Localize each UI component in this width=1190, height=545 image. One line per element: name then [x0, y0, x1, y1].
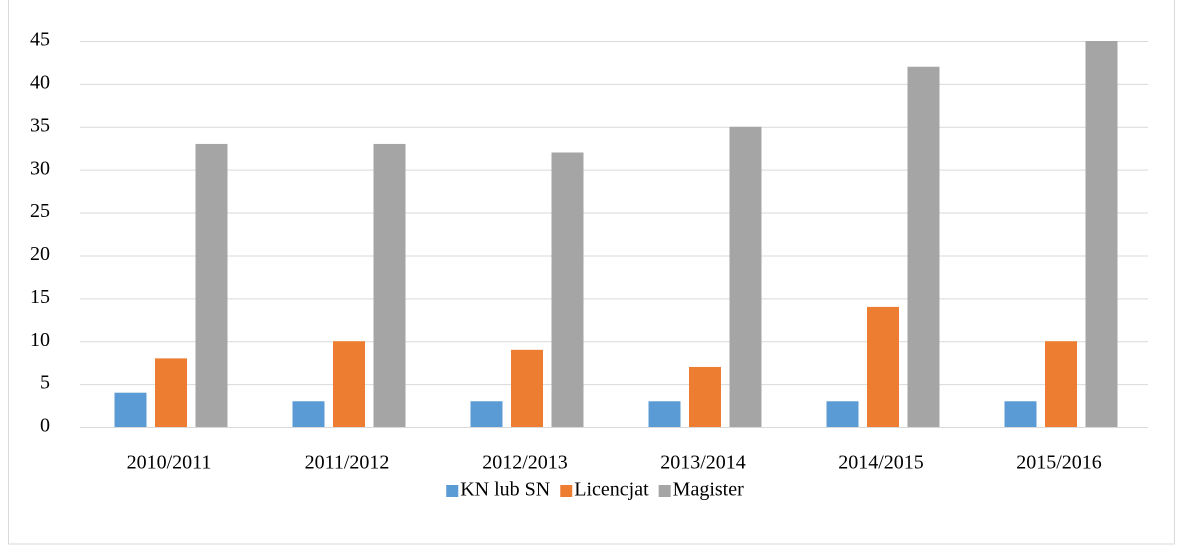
y-tick-label: 5 — [40, 372, 50, 394]
bar — [292, 401, 325, 427]
y-tick-label: 25 — [30, 200, 50, 222]
x-tick-label: 2015/2016 — [1016, 452, 1102, 474]
bar — [1085, 41, 1118, 427]
legend-swatch — [658, 485, 671, 497]
bar — [195, 143, 228, 427]
x-tick-label: 2010/2011 — [127, 452, 212, 474]
bar — [648, 401, 681, 427]
y-tick-label: 20 — [30, 243, 50, 265]
y-tick-label: 30 — [30, 157, 50, 179]
bar — [373, 143, 406, 427]
bar — [511, 349, 543, 427]
bar — [114, 392, 147, 427]
bar — [689, 366, 721, 427]
legend-swatch — [446, 485, 459, 497]
legend-label: Magister — [673, 479, 744, 501]
bar — [867, 306, 899, 427]
legend-label: KN lub SN — [460, 479, 550, 501]
legend-label: Licencjat — [574, 479, 649, 501]
bar — [333, 341, 365, 427]
bar — [470, 401, 503, 427]
bar — [1045, 341, 1077, 427]
bar — [551, 152, 584, 427]
x-tick-label: 2012/2013 — [482, 452, 568, 474]
bar — [826, 401, 859, 427]
y-tick-label: 45 — [30, 29, 50, 51]
y-tick-label: 10 — [30, 329, 50, 351]
bar — [729, 126, 762, 428]
bar — [907, 66, 940, 427]
legend-swatch — [560, 485, 573, 497]
bar — [1004, 401, 1037, 427]
x-tick-label: 2014/2015 — [838, 452, 924, 474]
y-tick-label: 0 — [40, 415, 50, 437]
y-tick-label: 40 — [30, 71, 50, 93]
x-tick-label: 2013/2014 — [660, 452, 746, 474]
x-tick-label: 2011/2012 — [305, 452, 390, 474]
y-tick-label: 35 — [30, 114, 50, 136]
y-tick-label: 15 — [30, 286, 50, 308]
bar — [155, 358, 187, 427]
